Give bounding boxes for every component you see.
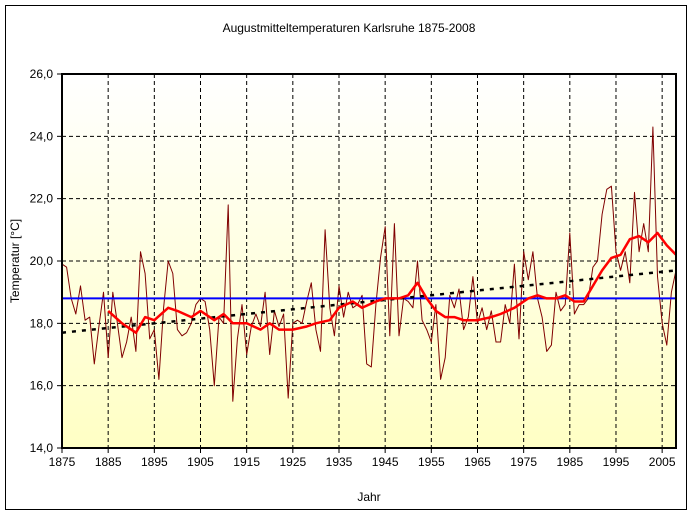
- x-tick-label: 1945: [372, 455, 399, 469]
- gridlines: [62, 74, 676, 448]
- y-tick-label: 24,0: [30, 129, 54, 143]
- x-tick-label: 1905: [187, 455, 214, 469]
- y-tick-label: 20,0: [30, 254, 54, 268]
- x-tick-label: 1975: [510, 455, 537, 469]
- x-tick-label: 1875: [49, 455, 76, 469]
- x-tick-label: 1895: [141, 455, 168, 469]
- x-tick-label: 1955: [418, 455, 445, 469]
- x-tick-label: 1915: [233, 455, 260, 469]
- trend-line: [61, 269, 677, 334]
- x-tick-label: 1925: [279, 455, 306, 469]
- moving-average-line: [107, 231, 677, 334]
- x-axis-label: Jahr: [357, 490, 380, 504]
- y-axis-label: Temperatur [°C]: [8, 219, 22, 303]
- y-tick-label: 16,0: [30, 379, 54, 393]
- chart-title: Augustmitteltemperaturen Karlsruhe 1875-…: [223, 21, 476, 35]
- x-tick-label: 1965: [464, 455, 491, 469]
- x-tick-label: 2005: [649, 455, 676, 469]
- x-tick-label: 1995: [603, 455, 630, 469]
- y-tick-label: 14,0: [30, 441, 54, 455]
- y-tick-label: 18,0: [30, 316, 54, 330]
- x-tick-label: 1885: [95, 455, 122, 469]
- series-group: [61, 126, 677, 402]
- y-tick-label: 22,0: [30, 192, 54, 206]
- x-tick-label: 1985: [556, 455, 583, 469]
- axis-ticks: 1875 1885 1895 1905 1915 1925 1935 1945 1955 1965…: [30, 67, 676, 469]
- y-tick-label: 26,0: [30, 67, 54, 81]
- x-tick-label: 1935: [326, 455, 353, 469]
